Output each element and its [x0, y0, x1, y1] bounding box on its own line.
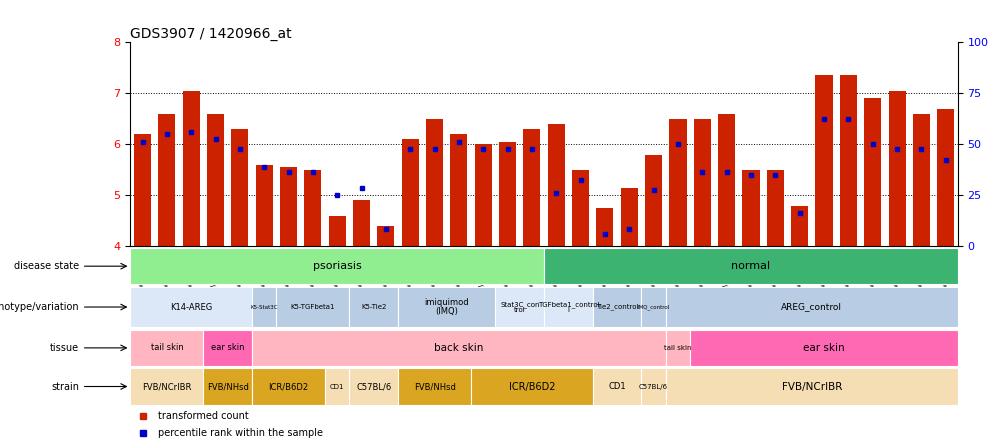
Bar: [130, 369, 203, 404]
Bar: [547, 124, 564, 246]
Text: tail skin: tail skin: [150, 343, 183, 353]
Bar: [839, 75, 856, 246]
Text: tissue: tissue: [50, 343, 79, 353]
Text: AREG_control: AREG_control: [781, 302, 842, 312]
Bar: [571, 170, 588, 246]
Text: ICR/B6D2: ICR/B6D2: [508, 381, 555, 392]
Text: psoriasis: psoriasis: [313, 261, 362, 271]
Bar: [665, 330, 689, 366]
Text: FVB/NHsd: FVB/NHsd: [206, 382, 248, 391]
Bar: [349, 287, 398, 327]
Bar: [592, 369, 641, 404]
Bar: [402, 139, 419, 246]
Bar: [815, 75, 832, 246]
Bar: [206, 114, 223, 246]
Bar: [130, 248, 543, 284]
Bar: [325, 369, 349, 404]
Text: back skin: back skin: [434, 343, 483, 353]
Text: genotype/variation: genotype/variation: [0, 302, 79, 312]
Text: GDS3907 / 1420966_at: GDS3907 / 1420966_at: [130, 27, 292, 41]
Text: imiquimod
(IMQ): imiquimod (IMQ): [424, 298, 469, 316]
Bar: [203, 369, 252, 404]
Text: FVB/NHsd: FVB/NHsd: [413, 382, 455, 391]
Bar: [912, 114, 929, 246]
Bar: [252, 330, 665, 366]
Text: C57BL/6: C57BL/6: [638, 384, 667, 389]
Bar: [689, 330, 957, 366]
Text: ear skin: ear skin: [803, 343, 844, 353]
Bar: [888, 91, 905, 246]
Bar: [665, 287, 957, 327]
Text: Stat3C_con
trol: Stat3C_con trol: [500, 301, 539, 313]
Text: IMQ_control: IMQ_control: [637, 304, 669, 310]
Bar: [936, 109, 953, 246]
Text: TGFbeta1_control
l: TGFbeta1_control l: [537, 301, 598, 313]
Text: tail skin: tail skin: [663, 345, 691, 351]
Bar: [592, 287, 641, 327]
Bar: [767, 170, 784, 246]
Text: transformed count: transformed count: [158, 411, 248, 421]
Text: disease state: disease state: [14, 261, 79, 271]
Bar: [277, 287, 349, 327]
Bar: [256, 165, 273, 246]
Bar: [644, 155, 661, 246]
Bar: [641, 287, 665, 327]
Bar: [203, 330, 252, 366]
Bar: [474, 144, 491, 246]
Bar: [130, 287, 252, 327]
Text: normal: normal: [730, 261, 770, 271]
Bar: [398, 287, 495, 327]
Bar: [329, 216, 346, 246]
Bar: [304, 170, 321, 246]
Bar: [717, 114, 734, 246]
Bar: [543, 248, 957, 284]
Text: CD1: CD1: [608, 382, 625, 391]
Bar: [280, 167, 297, 246]
Bar: [377, 226, 394, 246]
Text: K5-Stat3C: K5-Stat3C: [250, 305, 278, 309]
Text: Tie2_control: Tie2_control: [595, 304, 637, 310]
Bar: [499, 142, 516, 246]
Text: CD1: CD1: [330, 384, 344, 389]
Text: K5-Tie2: K5-Tie2: [361, 304, 386, 310]
Bar: [523, 129, 540, 246]
Bar: [543, 287, 592, 327]
Bar: [450, 134, 467, 246]
Text: FVB/NCrIBR: FVB/NCrIBR: [781, 381, 842, 392]
Bar: [353, 201, 370, 246]
Text: ICR/B6D2: ICR/B6D2: [269, 382, 309, 391]
Bar: [864, 99, 881, 246]
Bar: [134, 134, 151, 246]
Bar: [471, 369, 592, 404]
Text: K5-TGFbeta1: K5-TGFbeta1: [291, 304, 335, 310]
Bar: [620, 188, 637, 246]
Bar: [182, 91, 199, 246]
Bar: [693, 119, 710, 246]
Bar: [668, 119, 685, 246]
Text: K14-AREG: K14-AREG: [170, 302, 212, 312]
Bar: [158, 114, 175, 246]
Text: ear skin: ear skin: [210, 343, 244, 353]
Text: strain: strain: [51, 381, 79, 392]
Bar: [130, 330, 203, 366]
Text: C57BL/6: C57BL/6: [356, 382, 391, 391]
Bar: [741, 170, 759, 246]
Bar: [231, 129, 248, 246]
Bar: [495, 287, 543, 327]
Bar: [791, 206, 808, 246]
Bar: [252, 287, 277, 327]
Text: FVB/NCrIBR: FVB/NCrIBR: [142, 382, 191, 391]
Bar: [665, 369, 957, 404]
Bar: [398, 369, 471, 404]
Bar: [349, 369, 398, 404]
Bar: [252, 369, 325, 404]
Bar: [596, 208, 613, 246]
Bar: [426, 119, 443, 246]
Bar: [641, 369, 665, 404]
Text: percentile rank within the sample: percentile rank within the sample: [158, 428, 324, 438]
